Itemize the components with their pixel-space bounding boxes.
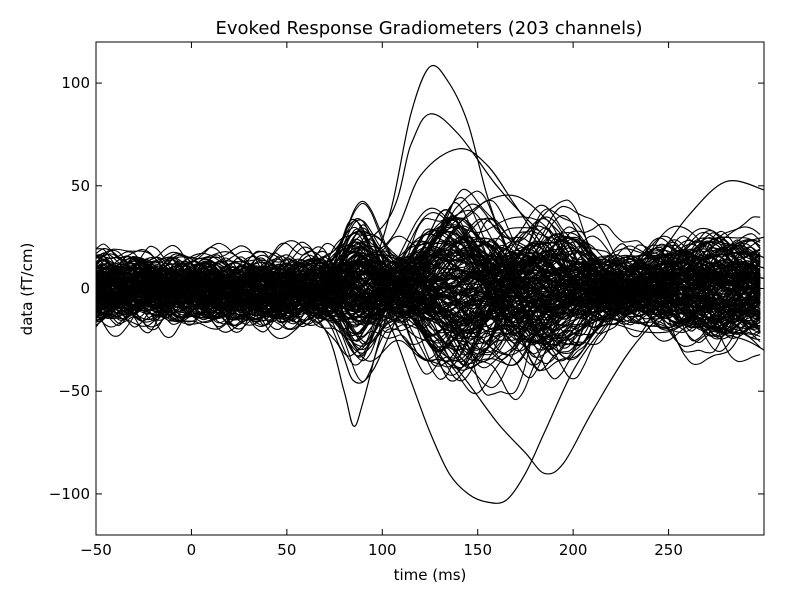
y-axis-ticks: −100 −50 0 50 100 <box>49 74 764 503</box>
series-line <box>95 148 765 300</box>
plot-lines <box>95 64 765 504</box>
series-line <box>95 194 765 384</box>
channel-trace <box>95 252 761 321</box>
series-line <box>95 113 765 290</box>
channel-trace <box>95 252 761 332</box>
x-tick-label: 0 <box>187 541 197 559</box>
channel-trace <box>95 239 761 341</box>
channel-trace <box>95 274 761 327</box>
channel-trace <box>95 214 761 344</box>
x-tick-label: 100 <box>368 541 397 559</box>
series-line <box>95 263 765 504</box>
channel-trace <box>95 236 761 332</box>
series-line <box>95 64 765 286</box>
channel-trace <box>95 250 761 329</box>
channel-trace <box>95 258 761 324</box>
chart-title: Evoked Response Gradiometers (203 channe… <box>216 18 643 39</box>
channel-trace <box>95 205 761 300</box>
channel-trace <box>95 261 761 334</box>
x-tick-label: 200 <box>559 541 588 559</box>
y-tick-label: 50 <box>71 177 90 195</box>
series-line <box>95 276 765 475</box>
y-tick-label: 0 <box>80 280 90 298</box>
x-axis-label: time (ms) <box>394 566 467 584</box>
y-tick-label: 100 <box>61 74 90 92</box>
channel-trace <box>95 212 761 362</box>
y-axis-label: data (fT/cm) <box>18 243 36 336</box>
y-tick-label: −100 <box>49 485 90 503</box>
channel-trace <box>95 230 761 341</box>
x-tick-label: 50 <box>277 541 296 559</box>
channel-trace <box>95 248 761 372</box>
x-tick-label: 250 <box>654 541 683 559</box>
y-tick-label: −50 <box>58 382 90 400</box>
channel-trace <box>95 254 761 327</box>
channel-trace <box>95 200 761 376</box>
x-tick-label: −50 <box>80 541 112 559</box>
x-axis-ticks: −50 0 50 100 150 200 250 <box>80 42 683 559</box>
channel-trace <box>95 252 761 355</box>
series-line <box>95 267 765 427</box>
x-tick-label: 150 <box>463 541 492 559</box>
